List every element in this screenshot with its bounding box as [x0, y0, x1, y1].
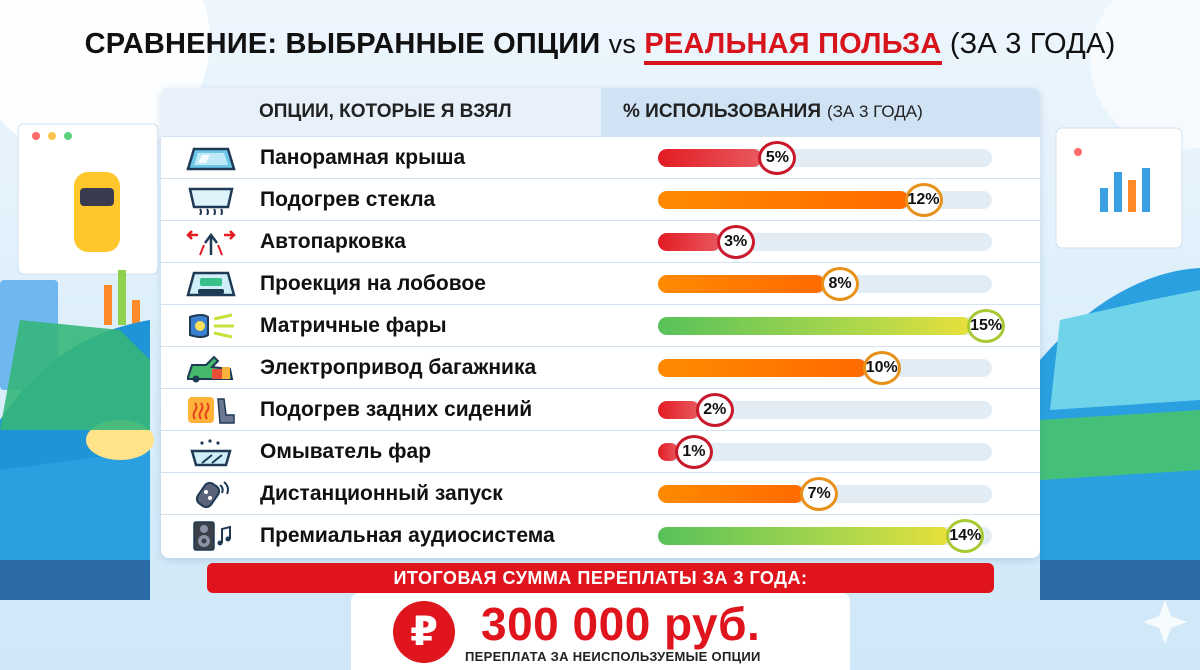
column-header-usage: % ИСПОЛЬЗОВАНИЯ (ЗА 3 ГОДА) [601, 88, 1040, 136]
usage-value-label: 10% [862, 351, 901, 385]
option-label: Подогрев стекла [260, 188, 436, 211]
usage-value-label: 5% [758, 141, 797, 175]
usage-value-label: 8% [821, 267, 859, 301]
table-row: Электропривод багажника 10% [161, 346, 1040, 388]
option-label: Премиальная аудиосистема [260, 524, 555, 547]
title-highlight: РЕАЛЬНАЯ ПОЛЬЗА [644, 28, 942, 65]
usage-bar-track [658, 443, 992, 461]
usage-bar-track [658, 317, 992, 335]
option-label: Омыватель фар [260, 440, 432, 463]
usage-bar-track [658, 527, 992, 545]
table-row: Премиальная аудиосистема 14% [161, 514, 1040, 556]
total-amount: 300 000 руб. [481, 598, 761, 650]
table-row: Проекция на лобовое 8% [161, 262, 1040, 304]
summary-banner: ИТОГОВАЯ СУММА ПЕРЕПЛАТЫ ЗА 3 ГОДА: [207, 563, 994, 593]
headlight-washer-icon [183, 436, 239, 468]
ruble-icon: ₽ [393, 601, 455, 663]
heated-seat-icon [183, 394, 239, 426]
option-label: Проекция на лобовое [260, 272, 486, 295]
usage-bar [658, 233, 721, 251]
windshield-heater-icon [183, 184, 239, 216]
usage-value-label: 3% [716, 225, 755, 259]
usage-bar [658, 275, 825, 293]
panoramic-roof-icon [183, 142, 239, 174]
column-header-usage-sub: (ЗА 3 ГОДА) [827, 102, 923, 121]
table-row: Подогрев стекла 12% [161, 178, 1040, 220]
usage-bar [658, 485, 805, 503]
comparison-table: ОПЦИИ, КОТОРЫЕ Я ВЗЯЛ % ИСПОЛЬЗОВАНИЯ (З… [161, 88, 1040, 558]
head-up-display-icon [183, 268, 239, 300]
usage-bar-track [658, 233, 992, 251]
table-row: Панорамная крыша 5% [161, 136, 1040, 178]
matrix-headlight-icon [183, 310, 239, 342]
page-title: СРАВНЕНИЕ: ВЫБРАННЫЕ ОПЦИИ vs РЕАЛЬНАЯ П… [0, 28, 1200, 65]
usage-value-label: 2% [695, 393, 734, 427]
power-tailgate-icon [183, 352, 239, 384]
option-label: Автопарковка [260, 230, 406, 253]
option-label: Электропривод багажника [260, 356, 537, 379]
option-label: Матричные фары [260, 314, 447, 337]
remote-key-icon [183, 478, 239, 510]
parking-assist-icon [183, 226, 239, 258]
title-part1: СРАВНЕНИЕ: ВЫБРАННЫЕ ОПЦИИ [84, 28, 601, 60]
usage-value-label: 1% [674, 435, 713, 469]
usage-bar-track [658, 401, 992, 419]
table-row: Автопарковка 3% [161, 220, 1040, 262]
title-paren: (ЗА 3 ГОДА) [949, 28, 1116, 60]
usage-bar-track [658, 359, 992, 377]
usage-bar [658, 401, 700, 419]
table-row: Подогрев задних сидений 2% [161, 388, 1040, 430]
table-header: ОПЦИИ, КОТОРЫЕ Я ВЗЯЛ % ИСПОЛЬЗОВАНИЯ (З… [161, 88, 1040, 136]
usage-bar [658, 149, 763, 167]
table-row: Дистанционный запуск 7% [161, 472, 1040, 514]
usage-value-label: 12% [904, 183, 943, 217]
usage-value-label: 7% [800, 477, 839, 511]
title-vs: vs [608, 29, 637, 59]
usage-bar [658, 317, 972, 335]
usage-bar-track [658, 149, 992, 167]
option-label: Дистанционный запуск [260, 482, 503, 505]
usage-bar [658, 527, 951, 545]
usage-bar [658, 443, 679, 461]
option-label: Панорамная крыша [260, 146, 466, 169]
usage-bar [658, 191, 909, 209]
column-header-options: ОПЦИИ, КОТОРЫЕ Я ВЗЯЛ [161, 88, 601, 136]
usage-value-label: 15% [967, 309, 1006, 343]
table-row: Омыватель фар 1% [161, 430, 1040, 472]
total-box: ₽ 300 000 руб. ПЕРЕПЛАТА ЗА НЕИСПОЛЬЗУЕМ… [351, 593, 850, 670]
audio-speaker-icon [183, 520, 239, 552]
usage-value-label: 14% [946, 519, 985, 553]
table-row: Матричные фары 15% [161, 304, 1040, 346]
usage-bar [658, 359, 867, 377]
option-label: Подогрев задних сидений [260, 398, 533, 421]
total-note: ПЕРЕПЛАТА ЗА НЕИСПОЛЬЗУЕМЫЕ ОПЦИИ [465, 649, 761, 664]
column-header-usage-label: % ИСПОЛЬЗОВАНИЯ [623, 101, 821, 122]
